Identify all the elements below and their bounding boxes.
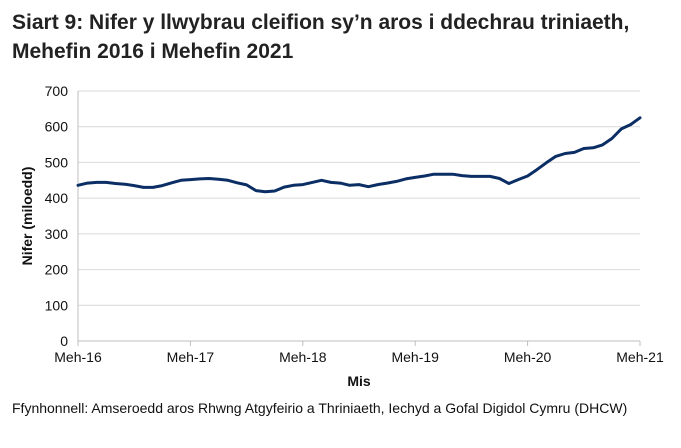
y-tick-label: 700 — [45, 83, 69, 99]
chart-title: Siart 9: Nifer y llwybrau cleifion sy’n … — [12, 11, 630, 63]
y-tick-label: 600 — [45, 119, 69, 135]
x-tick-label: Meh-17 — [167, 349, 215, 365]
y-axis-label: Nifer (miloedd) — [19, 167, 35, 266]
x-tick-label: Meh-19 — [391, 349, 439, 365]
y-tick-label: 400 — [45, 190, 69, 206]
series-line — [76, 116, 642, 194]
x-tick-label: Meh-16 — [54, 349, 102, 365]
y-tick-label: 300 — [45, 226, 69, 242]
x-tick-label: Meh-18 — [279, 349, 327, 365]
y-tick-label: 100 — [45, 297, 69, 313]
source-note: Ffynhonnell: Amseroedd aros Rhwng Atgyfe… — [12, 400, 628, 416]
x-tick-label: Meh-21 — [616, 349, 664, 365]
y-tick-label: 500 — [45, 154, 69, 170]
x-tick-label: Meh-20 — [504, 349, 552, 365]
x-axis-label: Mis — [347, 373, 371, 389]
y-tick-label: 0 — [60, 333, 68, 349]
y-tick-label: 200 — [45, 262, 69, 278]
